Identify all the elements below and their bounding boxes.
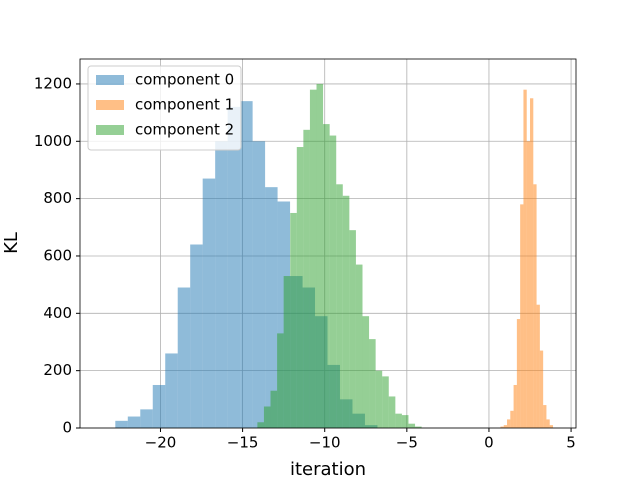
bar <box>549 425 554 428</box>
bar <box>401 415 409 428</box>
bar <box>546 419 550 428</box>
bar <box>342 195 350 428</box>
bar <box>277 333 284 428</box>
bar <box>388 396 396 428</box>
x-tick-label: −10 <box>309 434 341 452</box>
bar <box>355 264 363 428</box>
x-tick-label: −15 <box>227 434 259 452</box>
bar <box>303 129 310 428</box>
legend-label: component 1 <box>135 96 234 114</box>
bar <box>516 319 521 428</box>
legend-label: component 2 <box>135 121 234 139</box>
bar <box>395 413 402 428</box>
y-tick-label: 800 <box>43 189 72 207</box>
bar <box>349 230 356 428</box>
bar <box>507 419 511 428</box>
legend: component 0 component 1 component 2 <box>87 65 242 151</box>
y-tick-label: 400 <box>43 304 72 322</box>
legend-label: component 0 <box>135 71 234 89</box>
x-axis-label: iteration <box>290 459 366 480</box>
bar <box>140 409 153 428</box>
x-tick-label: −20 <box>145 434 177 452</box>
legend-box <box>87 65 242 151</box>
bar <box>283 276 291 428</box>
bar <box>362 316 370 428</box>
bar <box>323 124 330 428</box>
bar <box>513 384 517 428</box>
y-axis-label: KL <box>1 232 22 254</box>
bar <box>263 406 271 428</box>
legend-swatch <box>96 75 124 85</box>
bar <box>523 89 527 429</box>
y-tick-label: 1200 <box>34 74 72 92</box>
plot-frame <box>79 58 577 429</box>
bar <box>252 141 266 428</box>
bar <box>336 184 343 428</box>
legend-swatch <box>96 100 124 110</box>
bar <box>533 184 537 428</box>
bar <box>503 425 508 428</box>
y-tick-label: 0 <box>62 419 72 437</box>
bar <box>510 410 514 428</box>
bar <box>530 98 534 428</box>
bar <box>382 376 389 428</box>
bar <box>526 141 531 428</box>
bar <box>115 420 128 428</box>
x-tick-label: −5 <box>396 434 418 452</box>
bar <box>520 204 524 428</box>
bar <box>202 178 216 428</box>
bar <box>539 350 544 428</box>
bar <box>257 422 264 428</box>
legend-swatch <box>96 125 124 135</box>
bar <box>536 304 540 428</box>
bar <box>296 147 304 428</box>
bar <box>165 353 178 428</box>
y-tick-label: 1000 <box>34 132 72 150</box>
bar <box>215 141 228 428</box>
y-tick-label: 600 <box>43 246 72 264</box>
bar <box>369 339 376 428</box>
bar <box>329 135 337 429</box>
bar <box>152 384 166 428</box>
x-tick-label: 0 <box>484 434 494 452</box>
bar <box>543 405 547 428</box>
bar <box>408 423 416 428</box>
bar <box>227 106 241 429</box>
bar <box>190 244 203 428</box>
bar <box>375 370 383 428</box>
bar <box>127 416 141 428</box>
bar <box>270 390 278 428</box>
bar <box>500 426 504 428</box>
bar <box>415 426 422 428</box>
bar <box>177 287 191 428</box>
bar <box>316 83 324 428</box>
y-tick-label: 200 <box>43 361 72 379</box>
bar <box>309 89 317 429</box>
bar <box>265 187 278 428</box>
x-tick-label: 5 <box>566 434 576 452</box>
bar <box>240 101 253 428</box>
bar <box>290 212 297 428</box>
